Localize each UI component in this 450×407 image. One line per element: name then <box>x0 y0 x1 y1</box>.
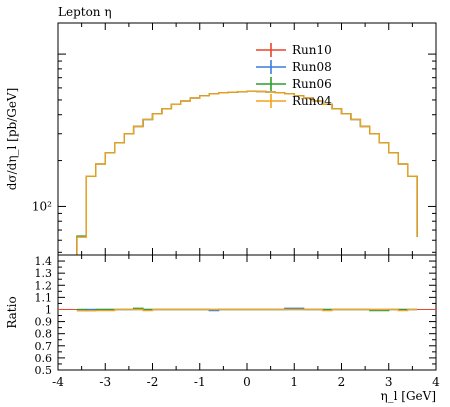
x-tick-label: 0 <box>243 375 251 389</box>
x-tick-labels: -4 -3 -2 -1 0 1 2 3 4 <box>52 375 440 389</box>
legend-label: Run04 <box>292 94 332 108</box>
ratio-series-group <box>76 307 418 312</box>
legend: Run10 Run08 Run06 Run04 <box>256 43 332 108</box>
series-line-run06 <box>76 90 418 255</box>
y-axis-label: dσ/dη_l [pb/GeV] <box>5 88 19 191</box>
x-tick-label: 2 <box>338 375 346 389</box>
ratio-tick-label: 0.5 <box>35 364 53 377</box>
ratio-tick-label: 1.1 <box>35 291 53 304</box>
ratio-line-run04 <box>76 308 418 312</box>
x-tick-label: -2 <box>147 375 159 389</box>
legend-label: Run06 <box>292 77 332 91</box>
ratio-tick-label: 0.9 <box>35 316 53 329</box>
ratio-tick-label: 0.6 <box>35 352 53 365</box>
series-line-run08 <box>76 90 418 255</box>
legend-item-run08: Run08 <box>256 60 332 74</box>
ratio-panel: Ratio 1.41.31.21.110.90.80.70.60.5 -4 -3-… <box>5 254 440 403</box>
main-axis-ticks <box>57 23 437 255</box>
ratio-tick-label: 1.4 <box>35 255 53 268</box>
ratio-tick-label: 1 <box>45 303 52 316</box>
x-tick-label: 1 <box>290 375 298 389</box>
y-tick-label: 10² <box>32 199 52 213</box>
ratio-tick-labels: 1.41.31.21.110.90.80.70.60.5 <box>35 255 53 377</box>
legend-label: Run10 <box>292 43 332 57</box>
series-line-run04 <box>76 90 418 255</box>
main-panel: Lepton η dσ/dη_l [pb/GeV] 10² Run10 Run08… <box>5 5 437 256</box>
ratio-tick-label: 0.8 <box>35 328 53 341</box>
legend-label: Run08 <box>292 60 332 74</box>
ratio-tick-label: 1.2 <box>35 279 53 292</box>
ratio-plot-frame <box>57 254 437 371</box>
x-tick-label: 3 <box>385 375 393 389</box>
x-axis-label: η_l [GeV] <box>380 389 436 403</box>
x-tick-label: -1 <box>194 375 206 389</box>
x-tick-label: -3 <box>99 375 111 389</box>
ratio-tick-label: 0.7 <box>35 340 53 353</box>
x-tick-label: -4 <box>52 375 64 389</box>
x-tick-label: 4 <box>432 375 440 389</box>
ratio-axis-label: Ratio <box>5 296 19 328</box>
legend-item-run04: Run04 <box>256 94 332 108</box>
ratio-tick-label: 1.3 <box>35 267 53 280</box>
main-series-group <box>76 90 418 255</box>
series-line-run10 <box>76 90 418 255</box>
chart-title: Lepton η <box>58 5 112 19</box>
legend-item-run10: Run10 <box>256 43 332 57</box>
legend-item-run06: Run06 <box>256 77 332 91</box>
y-tick-labels: 10² <box>32 199 52 213</box>
ratio-axis-ticks <box>57 254 437 371</box>
